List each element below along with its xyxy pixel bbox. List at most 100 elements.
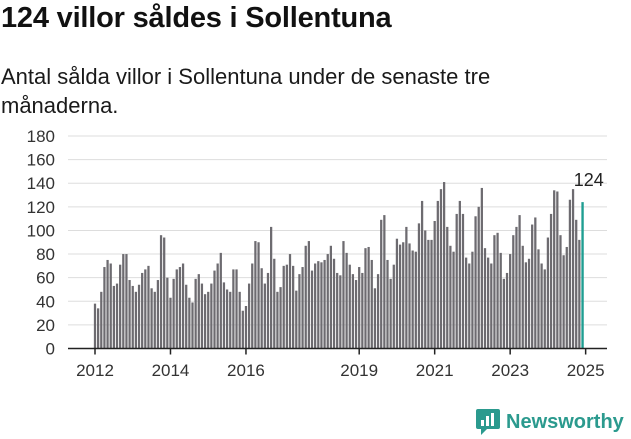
bar bbox=[307, 241, 310, 349]
bar bbox=[229, 291, 232, 349]
bar bbox=[364, 248, 367, 349]
bar bbox=[405, 226, 408, 349]
bar bbox=[329, 245, 333, 349]
bar bbox=[254, 241, 257, 349]
bar bbox=[553, 190, 556, 349]
bar bbox=[455, 213, 458, 349]
x-tick-label: 2019 bbox=[340, 361, 378, 380]
bar bbox=[499, 252, 502, 349]
bar bbox=[282, 265, 285, 349]
bar bbox=[241, 310, 244, 349]
bar bbox=[518, 215, 521, 349]
bar bbox=[169, 297, 172, 349]
bar bbox=[194, 278, 197, 349]
bar bbox=[540, 263, 543, 349]
bar bbox=[163, 237, 166, 349]
bar bbox=[487, 257, 490, 349]
bar bbox=[398, 244, 402, 349]
bar-highlight bbox=[581, 202, 584, 349]
bar bbox=[531, 224, 534, 349]
bar bbox=[188, 297, 191, 349]
bar bbox=[103, 267, 106, 349]
bar bbox=[134, 291, 138, 349]
bar bbox=[358, 267, 361, 349]
bar bbox=[213, 270, 216, 349]
bar bbox=[339, 275, 342, 349]
bar bbox=[471, 251, 474, 349]
bar bbox=[461, 213, 465, 349]
bar bbox=[575, 219, 578, 349]
bar bbox=[260, 268, 263, 349]
bar bbox=[568, 199, 572, 349]
chart-subtitle: Antal sålda villor i Sollentuna under de… bbox=[1, 64, 491, 118]
bar bbox=[310, 270, 314, 349]
bar bbox=[128, 280, 131, 349]
y-tick-label: 40 bbox=[36, 292, 55, 311]
bar bbox=[172, 278, 175, 349]
y-axis-ticks: 0 20 40 60 80 100 120 140 160 180 bbox=[27, 127, 55, 359]
bar bbox=[424, 230, 427, 349]
bar bbox=[238, 291, 241, 349]
bar bbox=[232, 269, 235, 349]
bar bbox=[323, 259, 326, 349]
bar bbox=[348, 264, 351, 349]
bar bbox=[512, 235, 515, 349]
bar bbox=[408, 243, 411, 349]
bar bbox=[119, 264, 122, 349]
bar bbox=[125, 254, 128, 349]
bar bbox=[565, 246, 568, 349]
bar bbox=[320, 262, 323, 349]
bar bbox=[109, 263, 112, 349]
bar bbox=[314, 263, 317, 349]
bar bbox=[175, 269, 178, 349]
bar bbox=[527, 258, 531, 349]
bar bbox=[270, 226, 273, 349]
y-tick-label: 100 bbox=[27, 221, 55, 240]
bar bbox=[392, 264, 395, 349]
bar bbox=[490, 263, 493, 349]
x-tick-label: 2025 bbox=[567, 361, 605, 380]
bar bbox=[571, 189, 575, 349]
bar bbox=[534, 217, 537, 349]
bar bbox=[106, 259, 109, 349]
brand-name: Newsworthy bbox=[506, 410, 624, 433]
bar bbox=[298, 274, 301, 349]
bar bbox=[276, 291, 279, 349]
bar bbox=[509, 254, 512, 349]
bar bbox=[562, 255, 565, 349]
bar bbox=[141, 272, 144, 349]
bar bbox=[549, 213, 553, 349]
bar bbox=[433, 221, 436, 349]
bar bbox=[442, 182, 446, 349]
newsworthy-logo: Newsworthy bbox=[475, 408, 624, 436]
bar bbox=[452, 251, 455, 349]
x-tick-label: 2014 bbox=[152, 361, 190, 380]
bar bbox=[505, 272, 509, 349]
bar bbox=[156, 280, 160, 349]
bar bbox=[304, 245, 307, 349]
bar bbox=[493, 235, 496, 349]
y-tick-label: 60 bbox=[36, 269, 55, 288]
bar bbox=[427, 239, 430, 349]
bar bbox=[361, 272, 364, 349]
bar bbox=[137, 284, 141, 349]
y-tick-label: 140 bbox=[27, 174, 55, 193]
bar bbox=[203, 294, 207, 349]
bar bbox=[446, 226, 449, 349]
y-tick-label: 0 bbox=[46, 340, 55, 359]
bar bbox=[395, 238, 399, 349]
bar bbox=[273, 258, 276, 349]
bars bbox=[93, 182, 584, 349]
bar bbox=[373, 288, 377, 349]
bar bbox=[351, 274, 355, 349]
bar bbox=[244, 306, 248, 349]
bar bbox=[556, 191, 559, 349]
x-tick-label: 2021 bbox=[416, 361, 454, 380]
bar bbox=[185, 284, 188, 349]
bar bbox=[578, 239, 581, 349]
bar bbox=[97, 308, 100, 349]
bar bbox=[216, 263, 219, 349]
bar bbox=[515, 226, 518, 349]
bar bbox=[345, 252, 348, 349]
